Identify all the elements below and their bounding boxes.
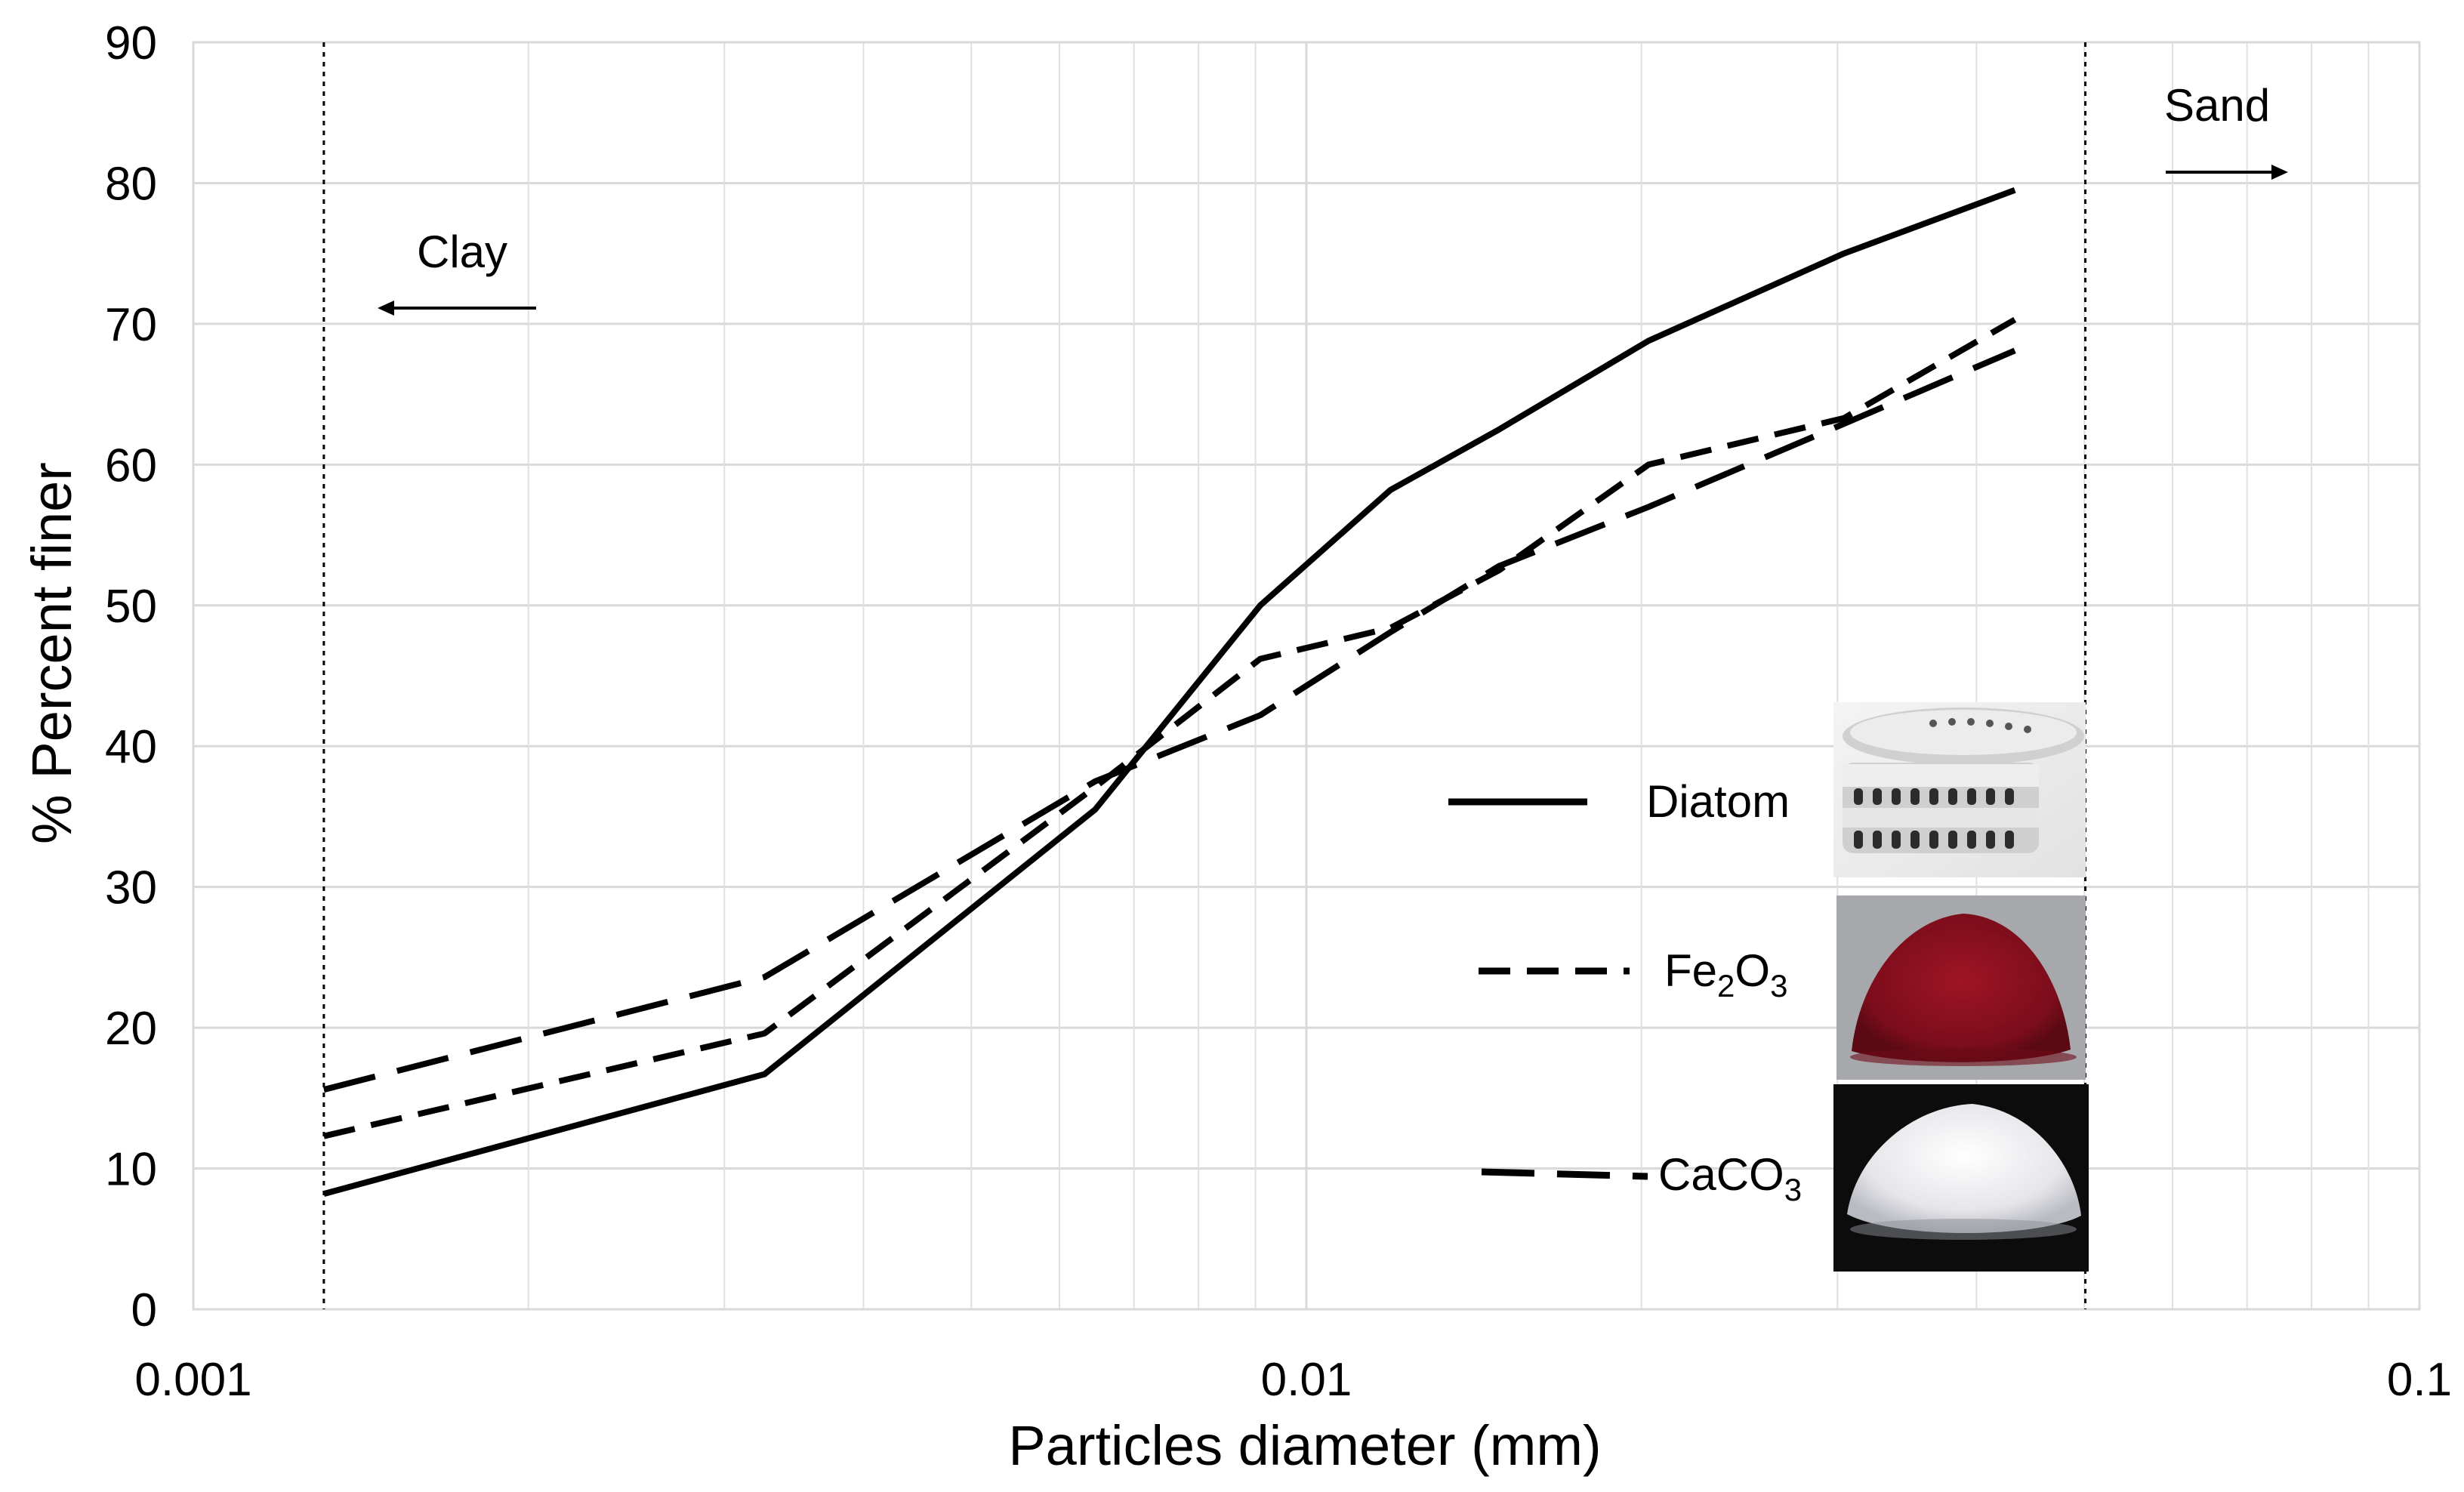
series-line-fe2o3 bbox=[322, 316, 2017, 1139]
fe2o3-sub-3: 3 bbox=[1770, 968, 1787, 1003]
series-line-caco3 bbox=[322, 347, 2016, 1093]
x-tick-label: 0.001 bbox=[134, 1354, 251, 1406]
y-tick-label: 90 bbox=[105, 17, 157, 69]
y-tick-label: 80 bbox=[105, 158, 157, 210]
fe2o3-o: O bbox=[1735, 945, 1770, 996]
clay-label: Clay bbox=[417, 227, 507, 277]
y-tick-label: 0 bbox=[131, 1284, 157, 1336]
x-tick-label: 0.1 bbox=[2387, 1354, 2452, 1406]
x-tick-label: 0.01 bbox=[1261, 1354, 1352, 1406]
y-tick-label: 30 bbox=[105, 862, 157, 914]
legend-label-caco3: CaCO3 bbox=[1658, 1149, 1802, 1207]
y-tick-label: 40 bbox=[105, 721, 157, 773]
sand-arrowhead bbox=[2271, 165, 2288, 180]
caco3-sub-3: 3 bbox=[1784, 1172, 1802, 1207]
fe2o3-sub-2: 2 bbox=[1717, 968, 1735, 1003]
x-axis-tick-labels: 0.001 0.01 0.1 bbox=[134, 1354, 2452, 1406]
legend-label-diatom: Diatom bbox=[1646, 776, 1790, 827]
caco3-main: CaCO bbox=[1658, 1149, 1784, 1200]
x-axis-title: Particles diameter (mm) bbox=[1008, 1414, 1601, 1477]
y-axis-tick-labels: 0 10 20 30 40 50 60 70 80 90 bbox=[105, 17, 157, 1336]
y-tick-label: 50 bbox=[105, 581, 157, 633]
fe2o3-fe: Fe bbox=[1664, 945, 1717, 996]
sand-label: Sand bbox=[2164, 80, 2270, 131]
legend: Diatom Fe2O3 CaCO3 bbox=[1448, 776, 1802, 1207]
series-layer bbox=[322, 187, 2017, 1197]
clay-arrowhead bbox=[378, 301, 394, 316]
y-axis-title: % Percent finer bbox=[20, 462, 83, 844]
diatom-photo bbox=[1833, 702, 2086, 877]
y-tick-label: 20 bbox=[105, 1003, 157, 1055]
caco3-photo bbox=[1833, 1084, 2089, 1272]
legend-label-fe2o3: Fe2O3 bbox=[1664, 945, 1787, 1003]
legend-line-caco3 bbox=[1481, 1168, 1648, 1180]
y-tick-label: 70 bbox=[105, 299, 157, 351]
y-tick-label: 10 bbox=[105, 1144, 157, 1196]
plot-area-frame bbox=[192, 41, 2421, 1311]
series-line-diatom bbox=[322, 187, 2016, 1197]
y-tick-label: 60 bbox=[105, 439, 157, 492]
fe2o3-photo bbox=[1836, 896, 2086, 1080]
